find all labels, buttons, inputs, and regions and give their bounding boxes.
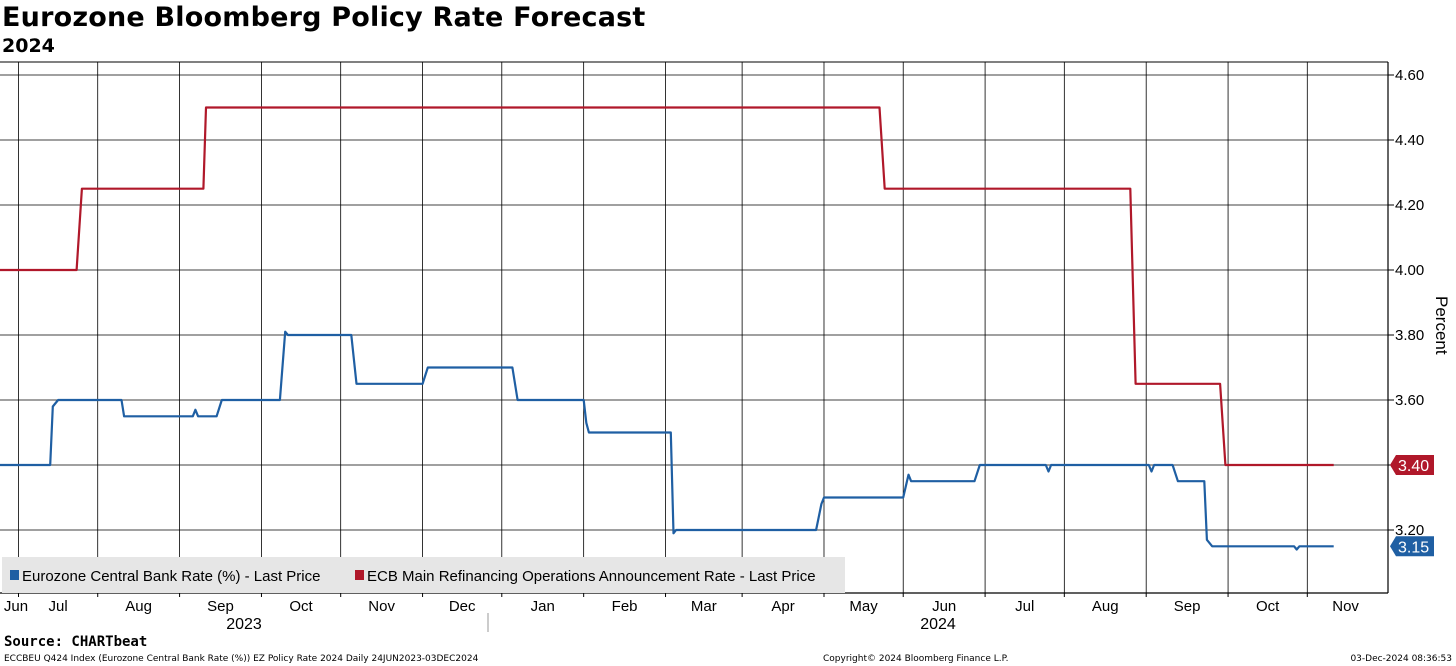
chart-title: Eurozone Bloomberg Policy Rate Forecast xyxy=(2,2,646,33)
x-month-label: Feb xyxy=(612,598,638,615)
x-month-label: Oct xyxy=(289,598,313,615)
gridlines xyxy=(0,61,1389,594)
x-month-label: Jul xyxy=(49,598,68,615)
x-month-label: Sep xyxy=(207,598,234,615)
last-value-label: 3.40 xyxy=(1398,458,1429,475)
x-month-label: Oct xyxy=(1256,598,1280,615)
x-month-label: Mar xyxy=(691,598,717,615)
legend-swatch xyxy=(355,570,364,580)
copyright: Copyright© 2024 Bloomberg Finance L.P. xyxy=(823,654,1009,664)
last-value-badges: 3.15 3.40 xyxy=(1390,455,1434,557)
y-axis-title: Percent xyxy=(1432,296,1451,355)
x-year-label: 2023 xyxy=(226,616,262,633)
x-axis: Jun Jul Aug Sep Oct Nov Dec Jan Feb Mar Apr May Jun J… xyxy=(4,593,1359,633)
legend: Eurozone Central Bank Rate (%) - Last Pr… xyxy=(2,557,845,593)
x-month-label: Sep xyxy=(1174,598,1201,615)
x-month-label: Jun xyxy=(932,598,956,615)
last-value-label: 3.15 xyxy=(1398,539,1429,556)
x-month-label: Jun xyxy=(4,598,28,615)
legend-background xyxy=(2,557,845,593)
x-month-label: Aug xyxy=(1092,598,1119,615)
legend-label: ECB Main Refinancing Operations Announce… xyxy=(367,568,816,585)
x-month-label: Jan xyxy=(531,598,555,615)
timestamp: 03-Dec-2024 08:36:53 xyxy=(1350,654,1452,664)
x-month-label: Apr xyxy=(771,598,794,615)
x-month-label: Jul xyxy=(1015,598,1034,615)
x-month-label: May xyxy=(849,598,878,615)
index-info: ECCBEU Q424 Index (Eurozone Central Bank… xyxy=(4,654,479,664)
y-tick-label: 4.60 xyxy=(1395,67,1424,84)
x-month-label: Nov xyxy=(1332,598,1359,615)
y-tick-label: 3.80 xyxy=(1395,327,1424,344)
last-value-badge xyxy=(1390,536,1434,557)
x-month-label: Dec xyxy=(449,598,476,615)
legend-swatch xyxy=(10,570,19,580)
x-year-label: 2024 xyxy=(920,616,956,633)
legend-label: Eurozone Central Bank Rate (%) - Last Pr… xyxy=(22,568,320,585)
last-value-badge xyxy=(1390,455,1434,475)
series-line-ecb-main-refinancing-rate xyxy=(0,106,1334,467)
y-tick-label: 4.40 xyxy=(1395,132,1424,149)
y-tick-label: 4.00 xyxy=(1395,262,1424,279)
chart-subtitle: 2024 xyxy=(2,35,55,57)
x-month-label: Nov xyxy=(368,598,395,615)
series-lines xyxy=(0,106,1334,551)
y-tick-label: 3.20 xyxy=(1395,522,1424,539)
x-month-label: Aug xyxy=(125,598,152,615)
source-note: Source: CHARTbeat xyxy=(4,634,148,650)
series-line-eurozone-central-bank-rate xyxy=(0,330,1334,551)
y-tick-label: 3.60 xyxy=(1395,392,1424,409)
y-tick-label: 4.20 xyxy=(1395,197,1424,214)
